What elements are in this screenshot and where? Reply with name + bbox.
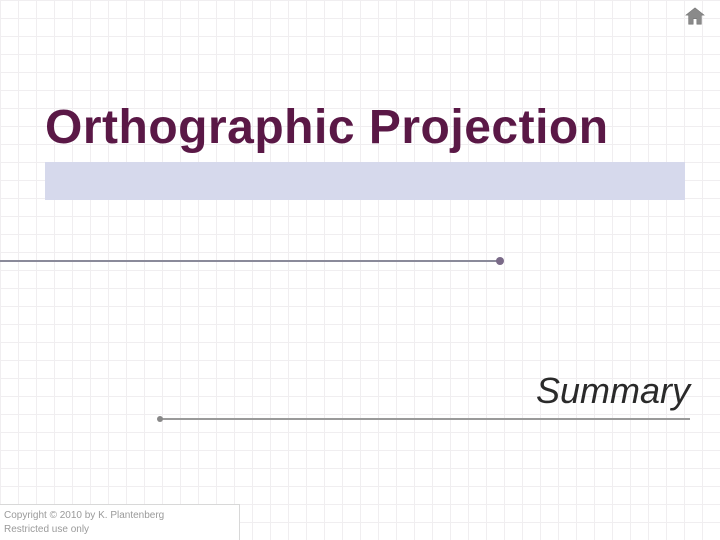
home-icon[interactable] xyxy=(684,6,706,26)
slide-title-block: Orthographic Projection xyxy=(45,100,685,200)
copyright-text: Copyright © 2010 by K. Plantenberg Restr… xyxy=(4,509,164,536)
copyright-line-1: Copyright © 2010 by K. Plantenberg xyxy=(4,509,164,523)
slide-title: Orthographic Projection xyxy=(45,101,609,154)
subtitle-underline xyxy=(160,418,690,420)
copyright-line-2: Restricted use only xyxy=(4,523,164,537)
slide-subtitle-block: Summary xyxy=(160,370,690,412)
slide-grid-background xyxy=(0,0,720,540)
divider-rule xyxy=(0,260,500,262)
slide-subtitle: Summary xyxy=(536,370,690,411)
